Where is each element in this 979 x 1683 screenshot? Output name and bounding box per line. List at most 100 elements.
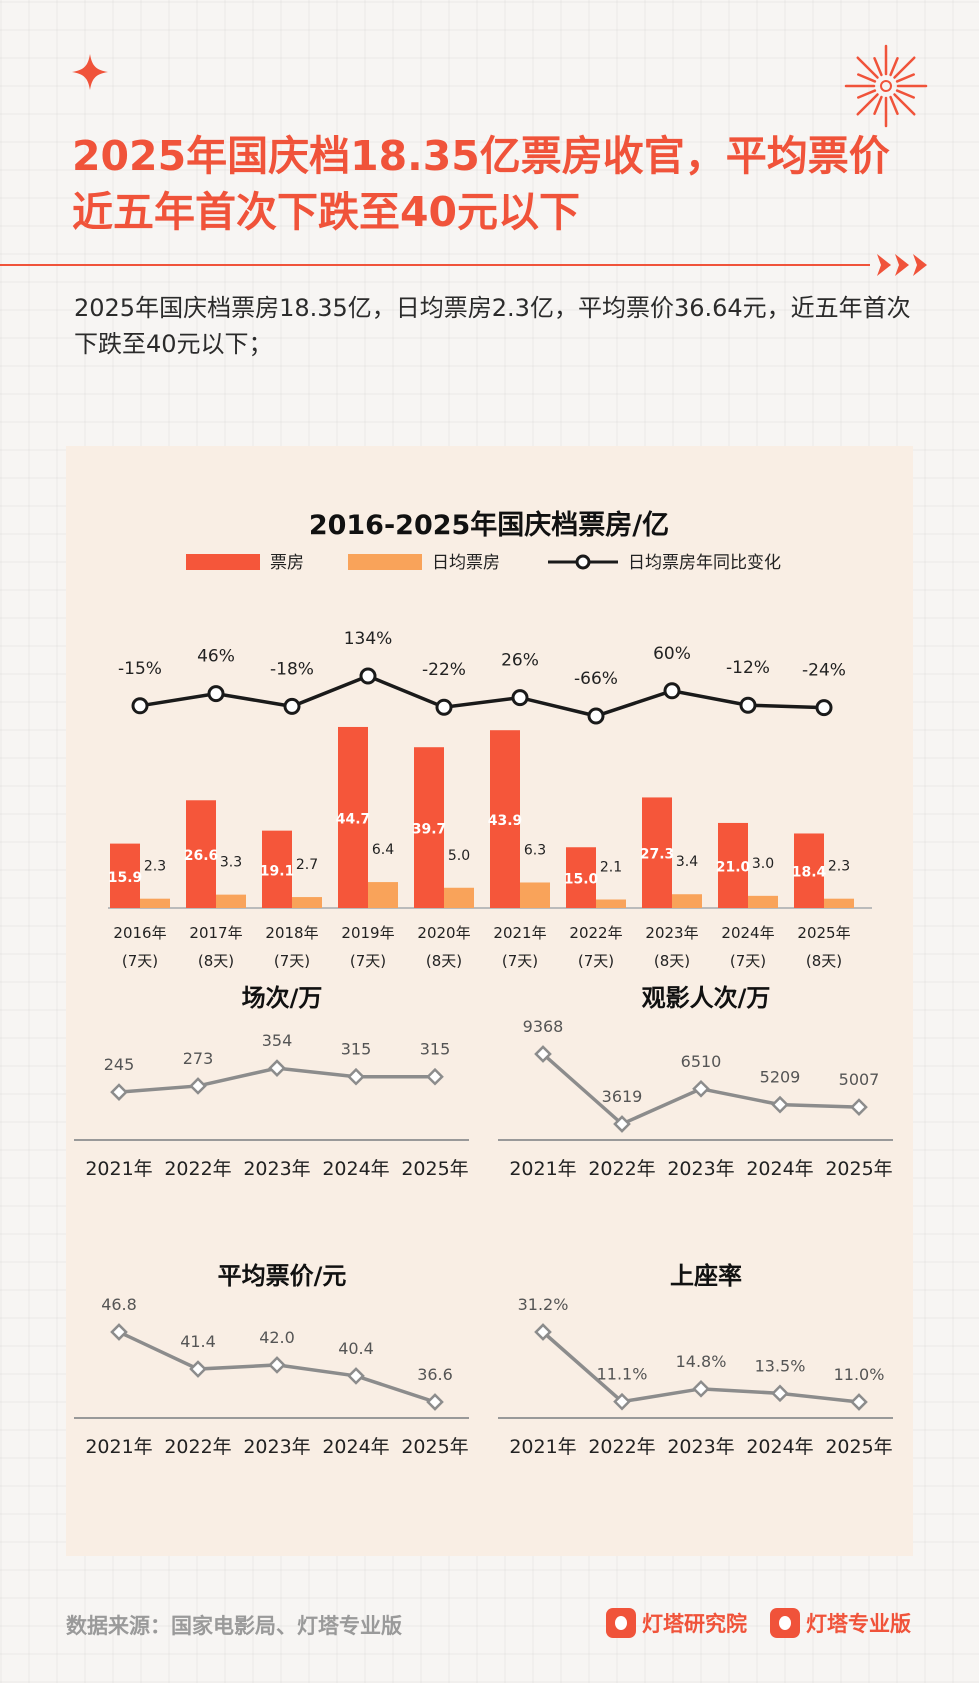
bar-label-box-office: 18.4 [792,865,827,881]
bar-label-daily-avg: 2.1 [600,859,622,875]
yoy-marker [587,707,605,725]
bar-daily-avg [444,887,474,908]
yoy-label: 46% [197,647,235,667]
small-value-label: 5007 [839,1070,880,1089]
yoy-label: -24% [802,661,846,681]
yoy-label: -12% [726,658,770,678]
x-tick-sublabel: (7天) [730,952,766,970]
bar-label-daily-avg: 6.3 [524,842,546,858]
x-tick-label: 2021年 [493,924,546,942]
bar-label-daily-avg: 2.7 [296,857,318,873]
small-x-tick-label: 2021年 [509,1436,576,1458]
firework-ray [856,93,879,116]
yoy-line [139,674,825,718]
small-value-label: 13.5% [755,1356,806,1375]
bar-label-box-office: 39.7 [412,822,447,838]
title-divider [0,264,870,266]
small-x-tick-label: 2024年 [746,1436,813,1458]
small-value-label: 11.0% [834,1365,885,1384]
yoy-marker [207,685,225,703]
small-value-label: 273 [183,1049,214,1068]
small-x-tick-label: 2025年 [401,1436,468,1458]
yoy-label: 134% [344,629,393,649]
firework-ray [893,93,916,116]
small-chart-title: 上座率 [670,1262,742,1290]
x-tick-label: 2025年 [797,924,850,942]
page-subtitle: 2025年国庆档票房18.35亿，日均票房2.3亿，平均票价36.64元，近五年… [74,294,911,358]
firework-ray [895,89,915,99]
small-x-tick-label: 2025年 [401,1158,468,1180]
bar-label-daily-avg: 3.0 [752,856,774,872]
firework-ray [857,89,877,99]
bar-label-box-office: 27.3 [640,847,675,863]
x-tick-sublabel: (8天) [806,952,842,970]
yoy-label: -66% [574,669,618,689]
small-marker [110,1083,128,1101]
small-x-tick-label: 2021年 [85,1158,152,1180]
firework-ray [856,56,879,79]
bar-box-office [794,833,824,908]
yoy-label: 60% [653,644,691,664]
small-value-label: 315 [420,1040,451,1059]
small-marker [189,1077,207,1095]
yoy-marker [359,667,377,685]
bar-label-box-office: 44.7 [336,811,371,827]
bar-label-box-office: 21.0 [716,859,751,875]
bar-label-daily-avg: 3.3 [220,855,242,871]
yoy-label: -15% [118,659,162,679]
small-x-tick-label: 2022年 [164,1158,231,1180]
legend-swatch [186,554,260,570]
x-tick-label: 2022年 [569,924,622,942]
small-marker [771,1095,789,1114]
x-tick-label: 2023年 [645,924,698,942]
yoy-label: 26% [501,651,539,671]
yoy-marker [663,682,681,700]
firework-ray [873,57,883,77]
small-x-tick-label: 2023年 [243,1436,310,1458]
small-marker [692,1379,710,1398]
bar-daily-avg [748,895,778,908]
legend-label: 票房 [270,553,304,573]
small-marker [189,1360,207,1378]
small-marker [850,1393,868,1411]
small-chart-title: 场次/万 [242,984,323,1012]
x-tick-label: 2018年 [265,924,318,942]
small-marker [613,1392,631,1411]
firework-ray [873,95,883,115]
triple-arrow-icon [877,254,927,276]
small-x-tick-label: 2024年 [322,1436,389,1458]
small-marker [426,1067,444,1086]
bar-box-office [186,800,216,908]
small-x-tick-label: 2024年 [322,1158,389,1180]
bar-box-office [642,797,672,908]
bar-box-office [490,730,520,908]
small-marker [110,1323,128,1341]
small-chart-title: 观影人次/万 [642,984,771,1012]
small-x-tick-label: 2025年 [825,1436,892,1458]
bar-label-daily-avg: 5.0 [448,848,470,864]
small-marker [771,1384,789,1403]
yoy-marker [739,696,757,714]
x-tick-sublabel: (7天) [274,952,310,970]
firework-ray [857,73,877,83]
small-marker [534,1323,552,1341]
small-marker [426,1393,444,1411]
firework-ray [895,73,915,83]
small-marker [268,1356,286,1374]
legend-label: 日均票房年同比变化 [628,553,781,573]
small-x-tick-label: 2021年 [85,1436,152,1458]
yoy-marker [283,697,301,715]
bar-label-box-office: 15.9 [108,870,143,886]
small-x-tick-label: 2024年 [746,1158,813,1180]
small-value-label: 11.1% [597,1365,648,1384]
bar-daily-avg [216,894,246,908]
small-marker [347,1367,365,1385]
x-tick-sublabel: (7天) [350,952,386,970]
bar-label-daily-avg: 2.3 [828,859,850,875]
yoy-marker [435,698,453,716]
bar-daily-avg [140,898,170,908]
small-marker [268,1059,286,1077]
small-marker [613,1115,631,1133]
bar-box-office [110,843,140,908]
small-value-label: 40.4 [338,1339,374,1358]
